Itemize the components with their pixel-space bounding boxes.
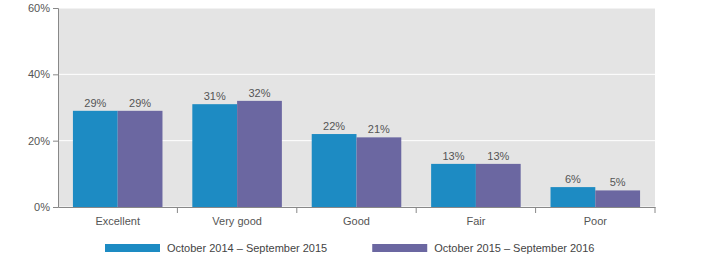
bars [73, 101, 640, 207]
data-label: 6% [565, 173, 581, 185]
y-tick-mark [53, 207, 58, 208]
bar [595, 190, 640, 207]
data-label: 29% [84, 97, 106, 109]
y-tick: 0% [34, 201, 58, 213]
grid-line [58, 8, 655, 9]
x-axis-line [59, 207, 656, 208]
y-axis-line [53, 9, 59, 208]
x-axis: Excellent Very good Good Fair Poor [59, 207, 656, 227]
x-tick: Poor [584, 207, 608, 227]
y-tick-mark [53, 141, 58, 142]
data-labels: 29% 31% 22% 13% 6% 29% 32% 21% 13% 5% [84, 87, 626, 189]
x-tick-label: Good [343, 215, 370, 227]
x-tick-label: Fair [466, 215, 485, 227]
legend: October 2014 – September 2015 October 201… [105, 242, 594, 254]
data-label: 32% [248, 87, 270, 99]
data-label: 22% [323, 120, 345, 132]
x-tick: Excellent [95, 207, 140, 227]
legend-label: October 2015 – September 2016 [434, 242, 594, 254]
x-tick: Fair [466, 207, 485, 227]
x-tick-label: Poor [584, 215, 608, 227]
data-label: 21% [368, 123, 390, 135]
x-tick: Good [343, 207, 370, 227]
category-separator [177, 207, 178, 213]
bar [476, 164, 521, 207]
data-label: 13% [487, 150, 509, 162]
x-tick-label: Excellent [95, 215, 140, 227]
y-tick-mark [53, 8, 58, 9]
category-separator [655, 207, 656, 213]
y-tick: 20% [28, 135, 58, 147]
y-axis: 0% 20% 40% 60% [28, 2, 59, 213]
y-tick-mark [53, 74, 58, 75]
category-separator [416, 207, 417, 213]
plot-background [58, 8, 655, 207]
grid-line [58, 74, 655, 75]
bar [551, 187, 596, 207]
data-label: 31% [204, 90, 226, 102]
bar [118, 111, 163, 207]
y-tick-label: 0% [34, 201, 50, 213]
bar [192, 104, 237, 207]
data-label: 13% [442, 150, 464, 162]
legend-swatch [372, 244, 427, 252]
data-label: 5% [610, 176, 626, 188]
x-tick-label: Very good [212, 215, 262, 227]
bar [312, 134, 357, 207]
bar [431, 164, 476, 207]
category-separator [535, 207, 536, 213]
legend-label: October 2014 – September 2015 [167, 242, 327, 254]
y-tick-label: 60% [28, 2, 50, 14]
category-separator [296, 207, 297, 213]
y-tick: 40% [28, 68, 58, 80]
chart: 29% 31% 22% 13% 6% 29% 32% 21% 13% 5% 0% 20% 40% 60% E… [0, 0, 715, 260]
data-label: 29% [129, 97, 151, 109]
y-tick: 60% [28, 2, 58, 14]
bar [73, 111, 118, 207]
x-tick: Very good [212, 207, 262, 227]
y-tick-label: 40% [28, 68, 50, 80]
bar [237, 101, 282, 207]
y-tick-label: 20% [28, 135, 50, 147]
legend-swatch [105, 244, 160, 252]
bar [357, 137, 402, 207]
grid [58, 8, 655, 207]
